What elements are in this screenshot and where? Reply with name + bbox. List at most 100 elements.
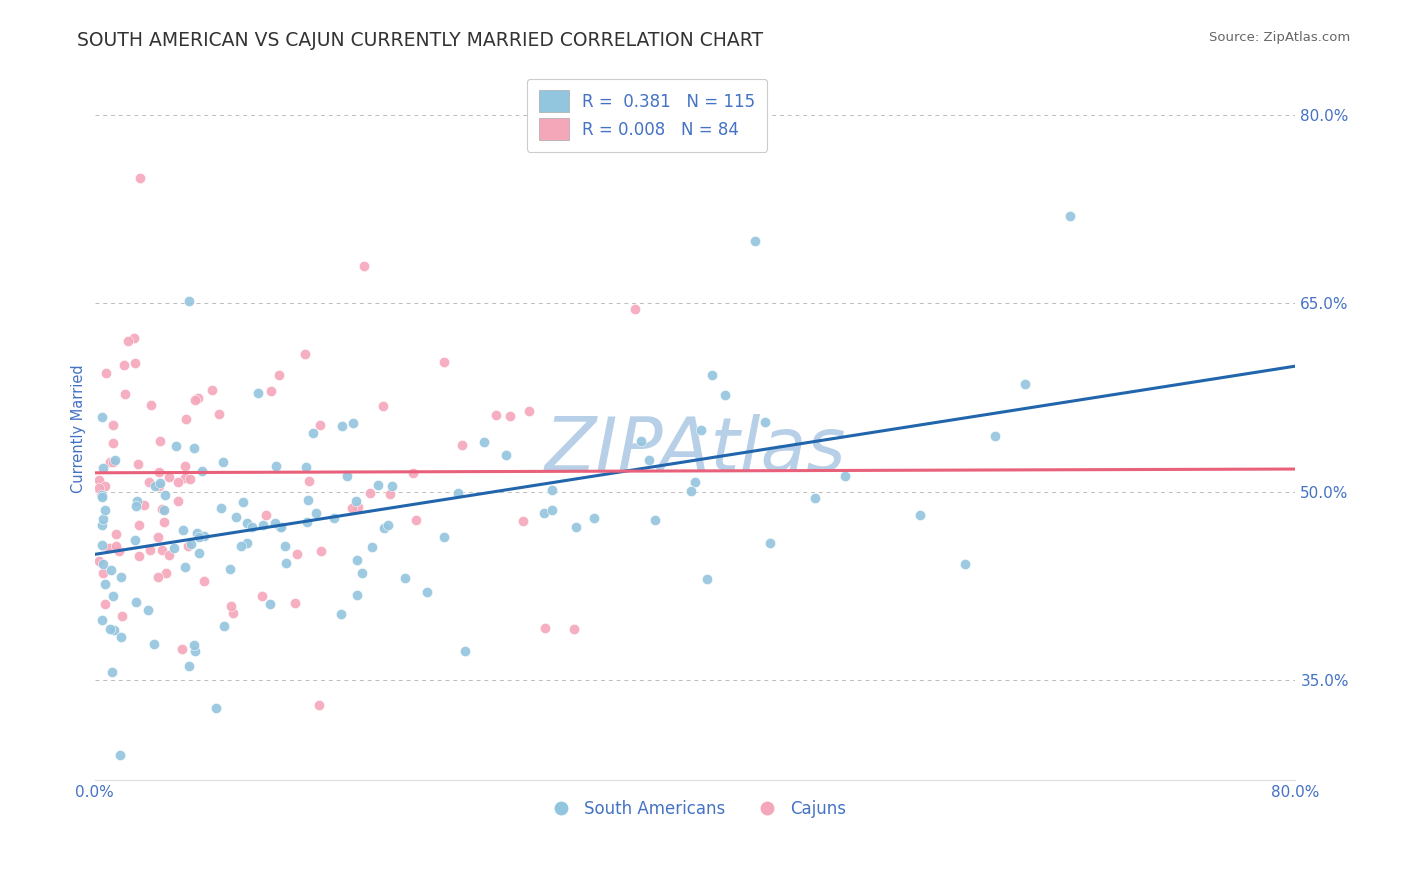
- Point: [174, 471, 197, 485]
- Point: [240, 520, 263, 534]
- Point: [305, 506, 328, 520]
- Point: [683, 475, 706, 490]
- Point: [149, 434, 172, 449]
- Point: [353, 260, 375, 274]
- Point: [276, 557, 298, 571]
- Point: [143, 637, 166, 651]
- Text: ZIPAtlas: ZIPAtlas: [544, 414, 846, 486]
- Point: [804, 491, 827, 505]
- Point: [149, 476, 172, 491]
- Point: [143, 479, 166, 493]
- Point: [235, 516, 257, 530]
- Point: [91, 566, 114, 581]
- Point: [624, 302, 647, 317]
- Point: [124, 533, 146, 547]
- Point: [127, 457, 149, 471]
- Point: [416, 585, 439, 599]
- Point: [394, 572, 416, 586]
- Point: [583, 510, 606, 524]
- Point: [167, 493, 190, 508]
- Point: [1014, 376, 1036, 391]
- Point: [533, 506, 555, 520]
- Point: [229, 539, 252, 553]
- Point: [297, 492, 319, 507]
- Point: [117, 334, 139, 348]
- Point: [91, 488, 114, 502]
- Point: [219, 561, 242, 575]
- Point: [187, 391, 209, 405]
- Point: [174, 560, 197, 574]
- Y-axis label: Currently Married: Currently Married: [72, 365, 86, 493]
- Point: [259, 597, 281, 611]
- Point: [267, 368, 290, 382]
- Point: [150, 502, 173, 516]
- Point: [155, 566, 177, 581]
- Point: [908, 508, 931, 522]
- Point: [91, 491, 114, 505]
- Point: [834, 468, 856, 483]
- Point: [172, 523, 194, 537]
- Point: [122, 331, 145, 345]
- Point: [472, 434, 495, 449]
- Point: [184, 393, 207, 408]
- Point: [91, 461, 114, 475]
- Point: [294, 347, 316, 361]
- Point: [225, 509, 247, 524]
- Point: [232, 494, 254, 508]
- Point: [495, 448, 517, 462]
- Point: [342, 416, 364, 430]
- Point: [984, 429, 1007, 443]
- Point: [111, 609, 134, 624]
- Point: [367, 478, 389, 492]
- Point: [138, 475, 160, 489]
- Point: [269, 519, 291, 533]
- Point: [252, 517, 274, 532]
- Point: [188, 530, 211, 544]
- Point: [89, 554, 111, 568]
- Point: [565, 520, 588, 534]
- Point: [302, 426, 325, 441]
- Point: [630, 434, 652, 448]
- Point: [179, 472, 201, 486]
- Point: [103, 455, 125, 469]
- Point: [534, 621, 557, 635]
- Point: [373, 399, 395, 413]
- Legend: South Americans, Cajuns: South Americans, Cajuns: [537, 793, 853, 825]
- Point: [222, 606, 245, 620]
- Point: [211, 455, 233, 469]
- Point: [108, 748, 131, 763]
- Point: [953, 557, 976, 571]
- Point: [193, 574, 215, 588]
- Point: [148, 465, 170, 479]
- Point: [98, 622, 121, 636]
- Point: [638, 453, 661, 467]
- Point: [153, 516, 176, 530]
- Point: [87, 474, 110, 488]
- Point: [759, 535, 782, 549]
- Point: [284, 596, 307, 610]
- Point: [110, 630, 132, 644]
- Point: [98, 455, 121, 469]
- Point: [177, 539, 200, 553]
- Point: [193, 528, 215, 542]
- Point: [94, 577, 117, 591]
- Point: [700, 368, 723, 383]
- Point: [93, 479, 115, 493]
- Text: SOUTH AMERICAN VS CAJUN CURRENTLY MARRIED CORRELATION CHART: SOUTH AMERICAN VS CAJUN CURRENTLY MARRIE…: [77, 31, 763, 50]
- Point: [176, 412, 198, 426]
- Point: [308, 698, 330, 712]
- Point: [101, 435, 124, 450]
- Point: [94, 503, 117, 517]
- Point: [125, 595, 148, 609]
- Point: [335, 468, 357, 483]
- Point: [165, 439, 187, 453]
- Point: [308, 417, 330, 432]
- Point: [105, 526, 128, 541]
- Point: [381, 479, 404, 493]
- Point: [219, 599, 242, 614]
- Point: [679, 483, 702, 498]
- Point: [124, 356, 146, 370]
- Point: [136, 603, 159, 617]
- Point: [540, 503, 562, 517]
- Point: [447, 486, 470, 500]
